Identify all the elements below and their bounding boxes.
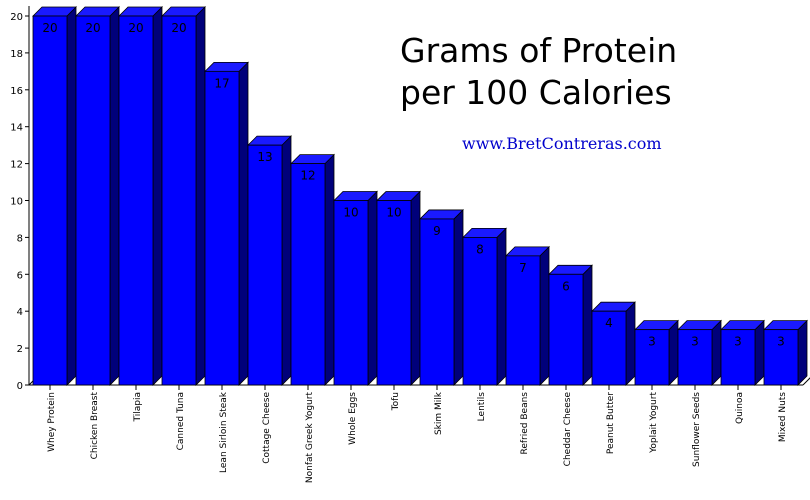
x-tick-label: Refried Beans bbox=[520, 392, 530, 455]
bar bbox=[548, 273, 584, 386]
bar bbox=[333, 200, 369, 386]
x-tick-label: Lean Sirloin Steak bbox=[219, 391, 229, 473]
bar bbox=[677, 329, 713, 386]
bar-value-label: 17 bbox=[214, 76, 229, 90]
x-tick-label: Cheddar Cheese bbox=[563, 392, 573, 467]
x-tick-label: Tilapia bbox=[133, 392, 143, 422]
y-tick-label: 16 bbox=[10, 86, 23, 97]
bar-side bbox=[711, 319, 722, 386]
bar-side bbox=[281, 135, 292, 386]
x-tick-label: Tofu bbox=[391, 392, 401, 411]
bar-value-label: 10 bbox=[386, 206, 401, 220]
x-tick-label: Cottage Cheese bbox=[262, 392, 272, 464]
bar-value-label: 13 bbox=[257, 150, 272, 164]
bar bbox=[376, 200, 412, 386]
website-url: www.BretContreras.com bbox=[462, 134, 662, 153]
bar-side bbox=[754, 319, 765, 386]
bar-value-label: 6 bbox=[562, 279, 570, 293]
bar bbox=[118, 15, 154, 386]
x-tick-label: Sunflower Seeds bbox=[692, 392, 702, 467]
bar bbox=[591, 310, 627, 386]
bar-value-label: 20 bbox=[85, 21, 100, 35]
bar-value-label: 4 bbox=[605, 316, 613, 330]
bar-value-label: 3 bbox=[734, 335, 742, 349]
y-tick-label: 14 bbox=[10, 123, 23, 134]
bar-side bbox=[195, 6, 206, 386]
bar-value-label: 20 bbox=[42, 21, 57, 35]
bar-side bbox=[797, 319, 808, 386]
bar-value-label: 10 bbox=[343, 206, 358, 220]
bar bbox=[634, 329, 670, 386]
bar-side bbox=[410, 190, 421, 386]
bar-side bbox=[66, 6, 77, 386]
bar-value-label: 3 bbox=[777, 335, 785, 349]
bar bbox=[32, 15, 68, 386]
bar-side bbox=[109, 6, 120, 386]
bar-side bbox=[238, 61, 249, 386]
bar bbox=[161, 15, 197, 386]
x-tick-label: Whey Protein bbox=[47, 392, 57, 452]
bar-side bbox=[582, 264, 593, 386]
bar-value-label: 20 bbox=[128, 21, 143, 35]
bar-value-label: 8 bbox=[476, 242, 484, 256]
bar-value-label: 20 bbox=[171, 21, 186, 35]
chart-title-line2: per 100 Calories bbox=[400, 73, 672, 112]
bar bbox=[505, 255, 541, 386]
bar-side bbox=[668, 319, 679, 386]
x-tick-label: Whole Eggs bbox=[348, 392, 358, 445]
bar-side bbox=[625, 301, 636, 386]
bar bbox=[204, 70, 240, 386]
y-tick-label: 10 bbox=[10, 197, 23, 208]
y-tick-label: 4 bbox=[17, 307, 23, 318]
bar-value-label: 3 bbox=[648, 335, 656, 349]
bar-value-label: 9 bbox=[433, 224, 441, 238]
y-tick-label: 20 bbox=[10, 12, 23, 23]
x-tick-label: Nonfat Greek Yogurt bbox=[305, 392, 315, 484]
bar-value-label: 12 bbox=[300, 169, 315, 183]
x-tick-label: Canned Tuna bbox=[176, 392, 186, 450]
x-tick-label: Lentils bbox=[477, 392, 487, 422]
chart-title-line1: Grams of Protein bbox=[400, 31, 678, 70]
floor-edge-right bbox=[802, 377, 810, 386]
bar-side bbox=[496, 227, 507, 386]
bar-side bbox=[152, 6, 163, 386]
bar bbox=[720, 329, 756, 386]
x-tick-label: Chicken Breast bbox=[90, 392, 100, 460]
bar bbox=[462, 236, 498, 386]
bar-value-label: 7 bbox=[519, 261, 527, 275]
x-tick-label: Yoplait Yogurt bbox=[649, 392, 659, 454]
bar bbox=[247, 144, 283, 386]
bar-side bbox=[324, 153, 335, 386]
chart-title: Grams of Protein per 100 Calories bbox=[400, 30, 677, 114]
y-tick-label: 8 bbox=[17, 233, 23, 244]
y-tick-label: 18 bbox=[10, 49, 23, 60]
bar bbox=[290, 163, 326, 386]
y-tick-label: 6 bbox=[17, 270, 23, 281]
bar-value-label: 3 bbox=[691, 335, 699, 349]
bar-side bbox=[539, 245, 550, 386]
x-tick-label: Mixed Nuts bbox=[778, 392, 788, 442]
y-tick-label: 0 bbox=[17, 381, 23, 392]
x-tick-label: Quinoa bbox=[735, 392, 745, 424]
bar bbox=[75, 15, 111, 386]
x-tick-label: Skim Milk bbox=[434, 391, 444, 435]
bar-side bbox=[453, 208, 464, 386]
y-tick-label: 12 bbox=[10, 160, 23, 171]
y-tick-label: 2 bbox=[17, 344, 23, 355]
bar bbox=[419, 218, 455, 386]
bar-side bbox=[367, 190, 378, 386]
x-tick-label: Peanut Butter bbox=[606, 392, 616, 454]
